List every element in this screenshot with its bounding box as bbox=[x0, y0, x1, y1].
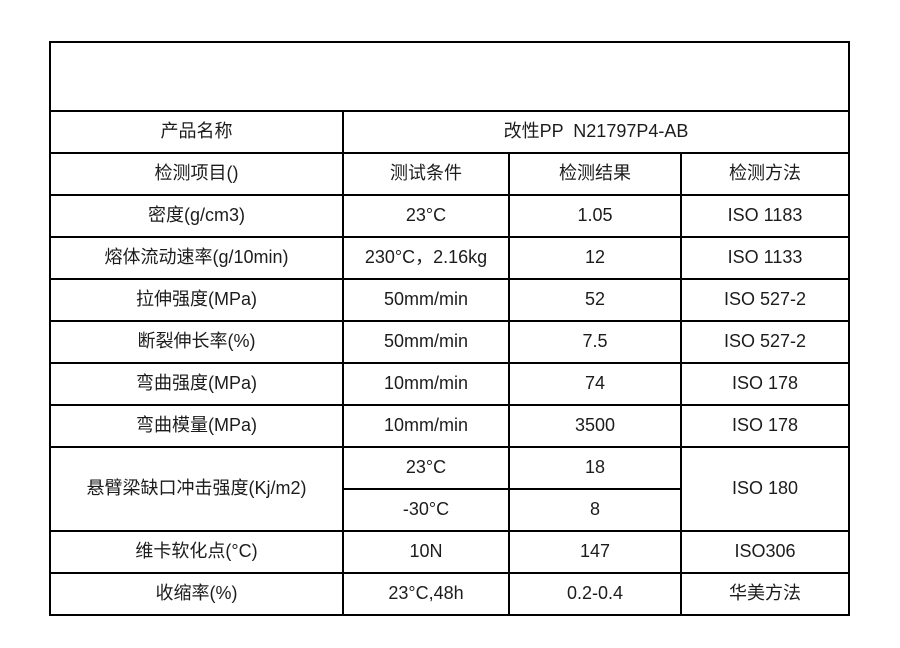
column-header-condition: 测试条件 bbox=[342, 152, 510, 196]
cell-condition: 10mm/min bbox=[342, 362, 510, 406]
cell-condition: 10N bbox=[342, 530, 510, 574]
cell-result: 1.05 bbox=[508, 194, 682, 238]
cell-method: ISO 527-2 bbox=[680, 320, 850, 364]
cell-item: 拉伸强度(MPa) bbox=[49, 278, 344, 322]
cell-condition: 23°C,48h bbox=[342, 572, 510, 616]
table-row-izod-minus30: -30°C 8 bbox=[50, 488, 849, 532]
cell-item: 弯曲模量(MPa) bbox=[49, 404, 344, 448]
cell-method: ISO 527-2 bbox=[680, 278, 850, 322]
cell-item: 悬臂梁缺口冲击强度(Kj/m2) bbox=[49, 446, 344, 532]
cell-result: 0.2-0.4 bbox=[508, 572, 682, 616]
cell-result: 52 bbox=[508, 278, 682, 322]
cell-condition: 50mm/min bbox=[342, 278, 510, 322]
cell-method: ISO 180 bbox=[680, 446, 850, 532]
cell-method: ISO 178 bbox=[680, 362, 850, 406]
cell-result: 7.5 bbox=[508, 320, 682, 364]
cell-method: ISO 1133 bbox=[680, 236, 850, 280]
cell-method: ISO306 bbox=[680, 530, 850, 574]
column-header-method: 检测方法 bbox=[680, 152, 850, 196]
cell-result: 147 bbox=[508, 530, 682, 574]
cell-method: ISO 178 bbox=[680, 404, 850, 448]
properties-table: 物性表 产品名称 改性PP N21797P4-AB 检测项目() 测试条件 检测… bbox=[49, 41, 850, 616]
cell-method: 华美方法 bbox=[680, 572, 850, 616]
table-row-izod-23: 悬臂梁缺口冲击强度(Kj/m2) 23°C 18 ISO 180 bbox=[49, 446, 850, 532]
product-name-value: 改性PP N21797P4-AB bbox=[342, 110, 850, 154]
cell-item: 断裂伸长率(%) bbox=[49, 320, 344, 364]
cell-condition: 50mm/min bbox=[342, 320, 510, 364]
product-name-label: 产品名称 bbox=[49, 110, 344, 154]
table-row: 断裂伸长率(%) 50mm/min 7.5 ISO 527-2 bbox=[49, 320, 850, 364]
cell-condition: -30°C bbox=[342, 488, 510, 532]
cell-condition: 230°C，2.16kg bbox=[342, 236, 510, 280]
cell-result: 18 bbox=[508, 446, 682, 490]
table-row: 弯曲强度(MPa) 10mm/min 74 ISO 178 bbox=[49, 362, 850, 406]
table-row: 维卡软化点(°C) 10N 147 ISO306 bbox=[49, 530, 850, 574]
page-title: 物性表 bbox=[49, 41, 850, 112]
cell-result: 3500 bbox=[508, 404, 682, 448]
table-row: 拉伸强度(MPa) 50mm/min 52 ISO 527-2 bbox=[49, 278, 850, 322]
table-row: 弯曲模量(MPa) 10mm/min 3500 ISO 178 bbox=[49, 404, 850, 448]
cell-item: 弯曲强度(MPa) bbox=[49, 362, 344, 406]
product-row: 产品名称 改性PP N21797P4-AB bbox=[49, 110, 850, 154]
table-row: 收缩率(%) 23°C,48h 0.2-0.4 华美方法 bbox=[49, 572, 850, 616]
cell-item: 密度(g/cm3) bbox=[49, 194, 344, 238]
column-header-item: 检测项目() bbox=[49, 152, 344, 196]
cell-method: ISO 1183 bbox=[680, 194, 850, 238]
table-row: 熔体流动速率(g/10min) 230°C，2.16kg 12 ISO 1133 bbox=[49, 236, 850, 280]
table-title-row: 物性表 bbox=[49, 41, 850, 112]
cell-condition: 23°C bbox=[342, 194, 510, 238]
cell-result: 8 bbox=[508, 488, 682, 532]
cell-item: 收缩率(%) bbox=[49, 572, 344, 616]
cell-item: 熔体流动速率(g/10min) bbox=[49, 236, 344, 280]
table-row: 密度(g/cm3) 23°C 1.05 ISO 1183 bbox=[49, 194, 850, 238]
column-header-row: 检测项目() 测试条件 检测结果 检测方法 bbox=[49, 152, 850, 196]
column-header-result: 检测结果 bbox=[508, 152, 682, 196]
cell-condition: 23°C bbox=[342, 446, 510, 490]
cell-condition: 10mm/min bbox=[342, 404, 510, 448]
cell-item: 维卡软化点(°C) bbox=[49, 530, 344, 574]
cell-result: 12 bbox=[508, 236, 682, 280]
cell-result: 74 bbox=[508, 362, 682, 406]
